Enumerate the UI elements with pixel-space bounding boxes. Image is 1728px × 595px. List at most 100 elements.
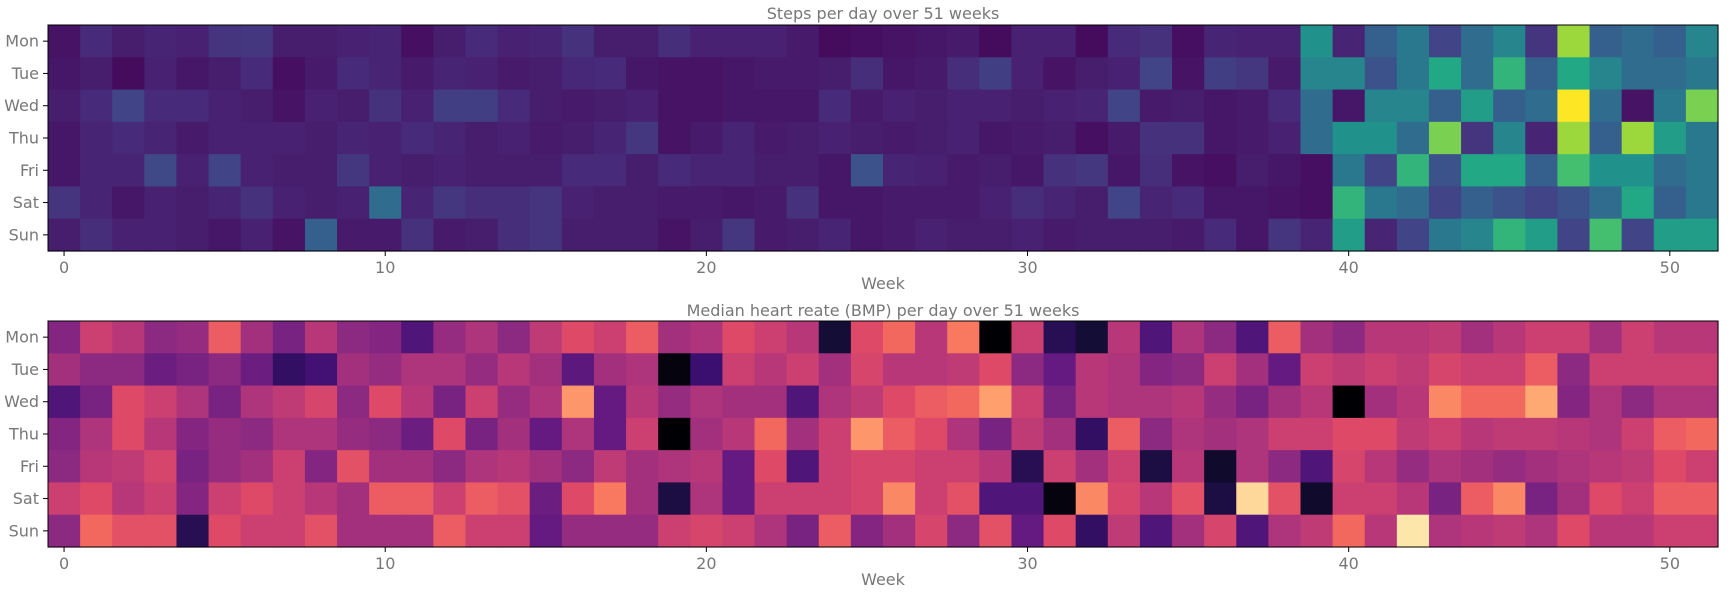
steps-cell [1461,57,1494,91]
heart-rate-cell [1043,514,1077,548]
steps-y-tick-label: Sat [13,193,39,212]
heart-rate-cell [1043,417,1077,451]
heart-rate-cell [1236,482,1269,516]
heart-rate-cell [1685,482,1719,516]
heart-rate-cell [337,417,370,451]
steps-cell [883,186,916,220]
heart-rate-cell [465,321,499,354]
heart-rate-cell [240,321,274,354]
steps-cell [593,154,627,188]
heart-rate-cell [529,514,563,548]
steps-cell [1172,154,1205,188]
steps-cell [1236,57,1269,91]
heart-rate-cell [1332,514,1366,548]
heart-rate-cell [1621,385,1655,419]
heart-rate-cell [947,514,980,548]
heart-rate-cell [690,450,724,484]
heart-rate-cell [1685,417,1719,451]
heart-rate-cell [1621,514,1655,548]
steps-cell [690,186,724,220]
heart-rate-cell [1396,482,1430,516]
steps-cell [1332,57,1366,91]
heart-rate-cell [658,321,691,354]
heart-rate-cell [1075,450,1109,484]
heart-rate-cell [1589,482,1623,516]
steps-cell [497,121,531,155]
heart-rate-cell [1107,482,1141,516]
steps-cell [1139,218,1173,252]
steps-cell [883,89,916,123]
steps-cell [529,57,563,91]
steps-cell [690,89,724,123]
heart-rate-cell [240,482,274,516]
steps-cell [1107,89,1141,123]
heart-rate-cell [1075,514,1109,548]
steps-cell [369,25,402,58]
steps-cell [337,186,370,220]
heart-rate-cell [433,353,467,387]
steps-cell [883,25,916,58]
steps-cell [561,186,595,220]
heart-rate-cell [80,321,113,354]
heart-rate-cell [658,514,691,548]
steps-cell [1653,121,1687,155]
steps-cell [1172,25,1205,58]
steps-cell [1172,218,1205,252]
heart-rate-cell [433,385,467,419]
heart-rate-cell [1557,482,1591,516]
steps-cell [1525,57,1559,91]
heart-rate-cell [1557,353,1591,387]
heart-rate-cell [1011,417,1045,451]
steps-cell [240,89,274,123]
heart-rate-cell [1364,417,1398,451]
steps-cell [1107,57,1141,91]
heart-rate-cell [337,385,370,419]
steps-cell [1396,186,1430,220]
heart-rate-heatmap-y-axis: Mon Tue Wed Thu Fri Sat Sun [4,328,48,540]
heart-rate-cell [722,353,756,387]
steps-cell [272,186,306,220]
heart-rate-cell [176,417,210,451]
steps-cell [1332,89,1366,123]
steps-cell [1172,121,1205,155]
heart-rate-cell [369,417,402,451]
steps-cell [1685,89,1719,123]
heart-rate-cell [593,450,627,484]
heart-rate-cell [690,321,724,354]
steps-cell [561,57,595,91]
steps-y-tick-label: Sun [9,225,39,244]
steps-cell [112,121,145,155]
steps-cell [369,89,402,123]
steps-cell [1461,186,1494,220]
steps-cell [304,121,338,155]
heart-rate-cell [1525,353,1559,387]
heart-rate-cell [915,385,948,419]
heart-rate-cell [369,385,402,419]
heart-rate-cell [1075,353,1109,387]
heart-rate-cell [1653,353,1687,387]
heart-rate-cell [1107,450,1141,484]
steps-cell [818,186,852,220]
heart-rate-cell [529,450,563,484]
heart-rate-cell [465,482,499,516]
steps-cell [593,57,627,91]
heart-rate-cell [80,385,113,419]
steps-cell [144,89,178,123]
heart-rate-cell [337,514,370,548]
steps-cell [1364,121,1398,155]
heart-rate-cell [818,353,852,387]
heart-rate-cell [1621,353,1655,387]
steps-cell [690,218,724,252]
steps-cell [401,25,434,58]
steps-x-tick-label: 0 [59,258,69,277]
steps-cell [626,121,659,155]
steps-cell [1364,89,1398,123]
steps-cell [1107,121,1141,155]
steps-cell [369,121,402,155]
heart-rate-cell [1236,450,1269,484]
steps-cell [1589,57,1623,91]
steps-cell [1075,25,1109,58]
heart-rate-cell [304,353,338,387]
steps-cell [1557,121,1591,155]
steps-cell [1268,25,1302,58]
